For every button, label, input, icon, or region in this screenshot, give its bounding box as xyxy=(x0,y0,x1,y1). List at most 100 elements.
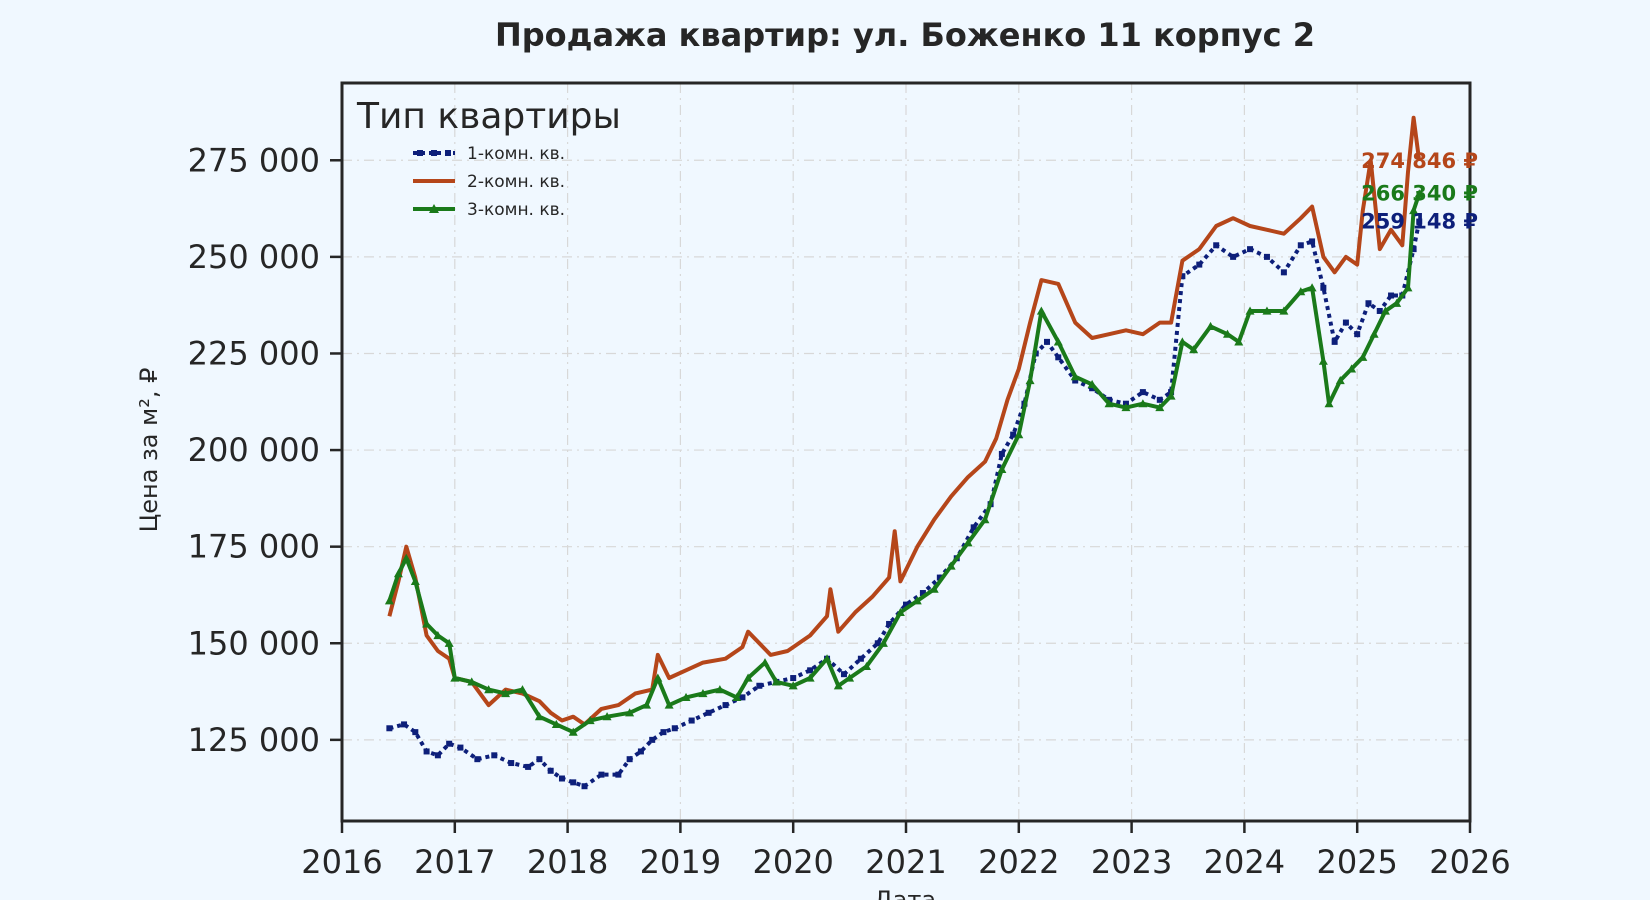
x-tick-label: 2018 xyxy=(527,843,608,881)
data-point xyxy=(422,619,432,628)
data-point xyxy=(705,709,712,716)
data-point xyxy=(585,716,595,725)
data-point xyxy=(1263,253,1270,260)
data-point xyxy=(1055,354,1062,361)
data-point xyxy=(423,748,430,755)
data-point xyxy=(1342,319,1349,326)
data-point xyxy=(536,756,543,763)
legend-label: 1-комн. кв. xyxy=(467,144,565,164)
x-tick-label: 2016 xyxy=(301,843,382,881)
data-point xyxy=(688,717,695,724)
data-point xyxy=(1177,337,1187,346)
series-line xyxy=(388,221,1422,789)
data-point xyxy=(1297,242,1304,249)
data-point xyxy=(874,640,881,647)
data-point xyxy=(491,752,498,759)
legend-marker xyxy=(417,150,423,156)
x-tick-label: 2022 xyxy=(978,843,1059,881)
data-point xyxy=(649,736,656,743)
data-point xyxy=(1309,238,1316,245)
data-point xyxy=(807,667,814,674)
data-point xyxy=(653,673,663,682)
data-point xyxy=(980,515,990,524)
data-point xyxy=(1410,246,1417,253)
series-3 xyxy=(384,189,1424,736)
data-point xyxy=(895,607,905,616)
data-point xyxy=(1388,292,1395,299)
x-axis-label: Дата xyxy=(874,886,936,900)
data-point xyxy=(1025,376,1035,385)
x-tick-label: 2020 xyxy=(752,843,833,881)
data-point xyxy=(558,775,565,782)
data-point xyxy=(698,688,708,698)
legend-item-3: 3-комн. кв. xyxy=(413,200,565,220)
data-point xyxy=(1380,306,1390,315)
data-point xyxy=(1416,218,1423,225)
data-point xyxy=(760,658,770,667)
data-point xyxy=(1156,396,1163,403)
data-point xyxy=(501,688,511,698)
data-point xyxy=(1014,430,1024,439)
data-point xyxy=(822,654,832,663)
data-point xyxy=(936,574,943,581)
legend-item-1: 1-комн. кв. xyxy=(413,144,565,164)
data-point xyxy=(1365,300,1372,307)
data-point xyxy=(946,561,956,570)
x-tick-label: 2025 xyxy=(1316,843,1397,881)
data-point xyxy=(433,631,443,640)
data-point xyxy=(1247,246,1254,253)
legend-label: 3-комн. кв. xyxy=(467,200,565,220)
legend-marker xyxy=(445,150,451,156)
data-point xyxy=(568,727,578,736)
data-point xyxy=(1036,306,1046,315)
data-point xyxy=(1409,206,1419,215)
data-point xyxy=(1414,189,1424,198)
data-point xyxy=(637,748,644,755)
data-point xyxy=(401,721,408,728)
series-line xyxy=(387,193,1422,735)
data-point xyxy=(1072,377,1079,384)
axis-ticks: 2016 2017 2018 2019 2020 2021 2022 2023 2024 2025… xyxy=(188,141,1511,881)
end-value-label: 259 148 ₽ xyxy=(1361,210,1478,234)
chart-title: Продажа квартир: ул. Боженко 11 корпус 2 xyxy=(495,16,1315,54)
x-tick-label: 2019 xyxy=(640,843,721,881)
legend-title: Тип квартиры xyxy=(356,96,621,137)
data-point xyxy=(845,673,855,682)
data-point xyxy=(534,712,544,721)
y-tick-label: 125 000 xyxy=(188,721,320,759)
data-point xyxy=(771,677,781,686)
data-point xyxy=(1318,356,1328,365)
data-point xyxy=(1179,273,1186,280)
data-point xyxy=(997,464,1007,473)
data-point xyxy=(1262,306,1272,315)
data-point xyxy=(998,450,1005,457)
data-point xyxy=(446,740,453,747)
series-layer xyxy=(384,115,1424,790)
data-point xyxy=(626,756,633,763)
data-point xyxy=(1155,403,1165,412)
data-point xyxy=(1296,287,1306,296)
grid xyxy=(341,83,1471,821)
data-point xyxy=(412,729,419,736)
legend-marker xyxy=(429,204,439,213)
data-point xyxy=(1369,329,1379,338)
data-point xyxy=(1213,242,1220,249)
data-point xyxy=(660,729,667,736)
data-point xyxy=(401,553,411,562)
data-point xyxy=(664,700,674,709)
data-point xyxy=(551,719,561,729)
data-point xyxy=(1138,399,1148,408)
data-point xyxy=(805,673,815,682)
data-point xyxy=(625,708,635,717)
data-point xyxy=(970,524,977,531)
end-value-label: 274 846 ₽ xyxy=(1361,149,1478,173)
data-point xyxy=(615,771,622,778)
data-point xyxy=(1189,345,1199,354)
data-point xyxy=(1347,364,1357,373)
data-point xyxy=(1358,352,1368,361)
data-point xyxy=(1307,283,1317,292)
data-point xyxy=(474,756,481,763)
data-point xyxy=(384,596,394,605)
data-point xyxy=(1245,306,1255,315)
data-point xyxy=(1331,338,1338,345)
